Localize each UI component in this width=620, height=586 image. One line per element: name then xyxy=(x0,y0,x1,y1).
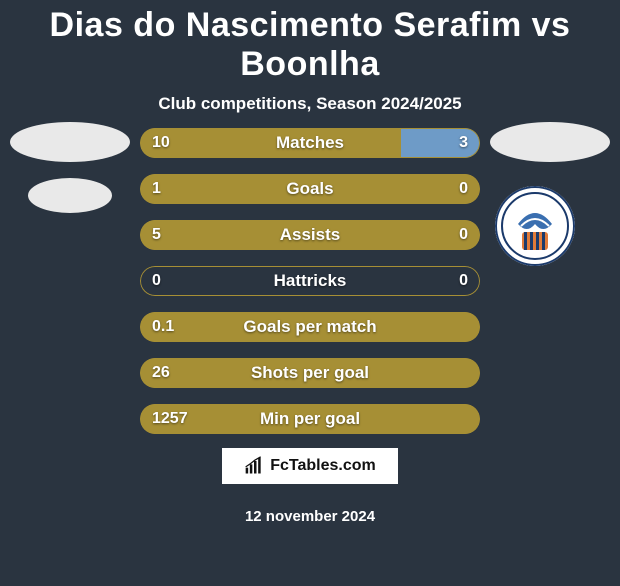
player-left-avatar xyxy=(10,122,130,162)
stat-row: 103Matches xyxy=(140,128,480,158)
player-right-avatar xyxy=(490,122,610,162)
comparison-bars: 103Matches 10Goals 50Assists 0 0Hattricks 0.1… xyxy=(140,128,480,450)
team-crest-icon xyxy=(495,186,575,266)
page-subtitle: Club competitions, Season 2024/2025 xyxy=(0,94,620,114)
stat-fill-left xyxy=(140,358,480,388)
stat-fill-left xyxy=(140,220,480,250)
stat-row: 50Assists xyxy=(140,220,480,250)
bar-chart-icon xyxy=(244,456,264,476)
team-right-badge xyxy=(495,186,575,266)
footer-date: 12 november 2024 xyxy=(0,508,620,525)
team-left-badge xyxy=(28,178,112,213)
stat-fill-left xyxy=(140,312,480,342)
stat-fill-left xyxy=(140,128,401,158)
stat-fill-left xyxy=(140,174,480,204)
brand-text: FcTables.com xyxy=(270,457,376,475)
stat-row: 0.1Goals per match xyxy=(140,312,480,342)
stat-row: 1257Min per goal xyxy=(140,404,480,434)
stat-fill-left xyxy=(140,404,480,434)
stat-row: 0 0Hattricks xyxy=(140,266,480,296)
stat-value-right: 0 xyxy=(459,272,468,290)
stat-fill-right xyxy=(401,128,480,158)
stat-row: 10Goals xyxy=(140,174,480,204)
page-title: Dias do Nascimento Serafim vs Boonlha xyxy=(0,6,620,84)
stat-row: 26Shots per goal xyxy=(140,358,480,388)
stat-label: Hattricks xyxy=(140,271,480,291)
brand-badge: FcTables.com xyxy=(222,448,398,484)
stat-value-left: 0 xyxy=(152,272,161,290)
